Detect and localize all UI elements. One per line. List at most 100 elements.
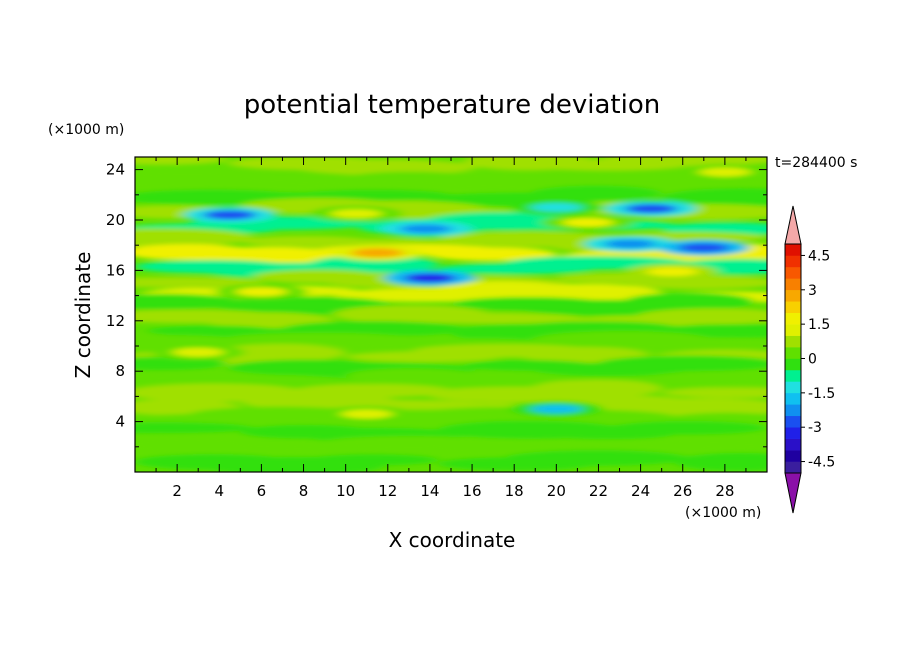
- contour-band: [636, 308, 767, 325]
- contour-feature: [625, 204, 678, 214]
- contour-band: [531, 185, 662, 202]
- colorbar-segment: [785, 255, 801, 268]
- colorbar-segment: [785, 358, 801, 371]
- contour-band: [177, 178, 359, 190]
- contour-band: [531, 379, 662, 398]
- contour-band: [611, 398, 767, 417]
- x-tick-label: 24: [631, 482, 650, 500]
- colorbar-segment: [785, 450, 801, 462]
- contour-band: [425, 438, 557, 455]
- contour-feature: [604, 239, 657, 249]
- field-bands: [135, 157, 767, 472]
- y-tick-label: 24: [106, 161, 125, 179]
- colorbar-label: 0: [808, 352, 817, 368]
- x-tick-label: 28: [715, 482, 734, 500]
- contour-band: [636, 338, 767, 350]
- colorbar-segment: [785, 369, 801, 382]
- x-tick-label: 6: [257, 482, 267, 500]
- colorbar-segment: [785, 289, 801, 302]
- y-tick-label: 4: [115, 413, 125, 431]
- contour-band: [674, 452, 767, 472]
- x-tick-label: 16: [463, 482, 482, 500]
- x-tick-label: 20: [547, 482, 566, 500]
- colorbar-segment: [785, 381, 801, 394]
- x-tick-label: 18: [505, 482, 524, 500]
- x-tick-label: 4: [214, 482, 224, 500]
- contour-band: [135, 276, 266, 288]
- colorbar-segment: [785, 461, 801, 474]
- contour-band: [425, 247, 557, 261]
- x-tick-label: 8: [299, 482, 309, 500]
- colorbar-label: 3: [808, 283, 817, 299]
- contour-band: [307, 454, 439, 466]
- colorbar-segment: [785, 278, 801, 291]
- colorbar-segment: [785, 266, 801, 279]
- colorbar-label: -3: [808, 420, 822, 436]
- contour-feature: [340, 409, 393, 419]
- contour-field: [135, 157, 767, 472]
- x-tick-label: 10: [336, 482, 355, 500]
- contour-band: [400, 312, 582, 324]
- x-tick-label: 26: [673, 482, 692, 500]
- x-tick-label: 2: [172, 482, 182, 500]
- contour-band: [598, 157, 767, 166]
- contour-feature: [530, 404, 583, 414]
- chart-title: potential temperature deviation: [244, 90, 660, 120]
- time-label: t=284400 s: [775, 155, 857, 171]
- colorbar-label: 4.5: [808, 248, 830, 264]
- y-tick-label: 8: [115, 362, 125, 380]
- y-axis-label: Z coordinate: [71, 252, 95, 379]
- contour-feature: [235, 287, 288, 297]
- y-axis-unit: (×1000 m): [48, 122, 124, 138]
- x-tick-label: 14: [420, 482, 439, 500]
- colorbar-segment: [785, 392, 801, 405]
- contour-band: [295, 189, 451, 201]
- colorbar-label: -1.5: [808, 386, 835, 402]
- contour-band: [505, 450, 687, 466]
- contour-band: [135, 157, 228, 165]
- colorbar-segment: [785, 404, 801, 417]
- y-axis: 4 8 12 16 20 24: [106, 161, 767, 448]
- contour-feature: [330, 209, 383, 219]
- colorbar-segment: [785, 347, 801, 359]
- contour-band: [215, 343, 346, 362]
- x-axis-unit: (×1000 m): [685, 505, 761, 521]
- contour-feature: [203, 210, 256, 220]
- contour-band: [598, 355, 767, 372]
- contour-feature: [698, 167, 751, 177]
- colorbar-segment: [785, 438, 801, 451]
- colorbar: 4.5 3 1.5 0 -1.5 -3 -4.5: [784, 205, 835, 514]
- colorbar-label: -4.5: [808, 455, 835, 471]
- x-axis-label: X coordinate: [389, 528, 516, 552]
- colorbar-segment: [785, 415, 801, 428]
- contour-feature: [172, 347, 225, 357]
- contour-feature: [561, 218, 614, 228]
- contour-feature: [677, 243, 730, 253]
- contour-feature: [403, 273, 456, 283]
- contour-band: [518, 321, 675, 333]
- colorbar-over-triangle: [784, 205, 802, 245]
- colorbar-segment: [785, 244, 801, 256]
- x-axis: 2 4 6 8 10 12 14 16 18 20 22 24 26 28: [155, 157, 747, 500]
- contour-feature: [399, 224, 452, 234]
- contour-feature: [646, 267, 699, 277]
- contour-band: [661, 387, 767, 399]
- contour-band: [135, 422, 253, 434]
- contour-band: [413, 370, 569, 390]
- y-tick-label: 16: [106, 261, 125, 279]
- x-tick-label: 22: [589, 482, 608, 500]
- colorbar-segment: [785, 324, 801, 336]
- contour-band: [661, 188, 767, 207]
- contour-band: [135, 293, 241, 310]
- colorbar-label: 1.5: [808, 317, 830, 333]
- x-tick-label: 12: [378, 482, 397, 500]
- y-tick-label: 12: [106, 312, 125, 330]
- colorbar-segment: [785, 427, 801, 439]
- contour-band: [649, 371, 767, 385]
- contour-band: [189, 443, 346, 455]
- y-tick-label: 20: [106, 211, 125, 229]
- contour-band: [611, 420, 767, 435]
- contour-feature: [530, 202, 583, 212]
- contour-band: [623, 439, 767, 451]
